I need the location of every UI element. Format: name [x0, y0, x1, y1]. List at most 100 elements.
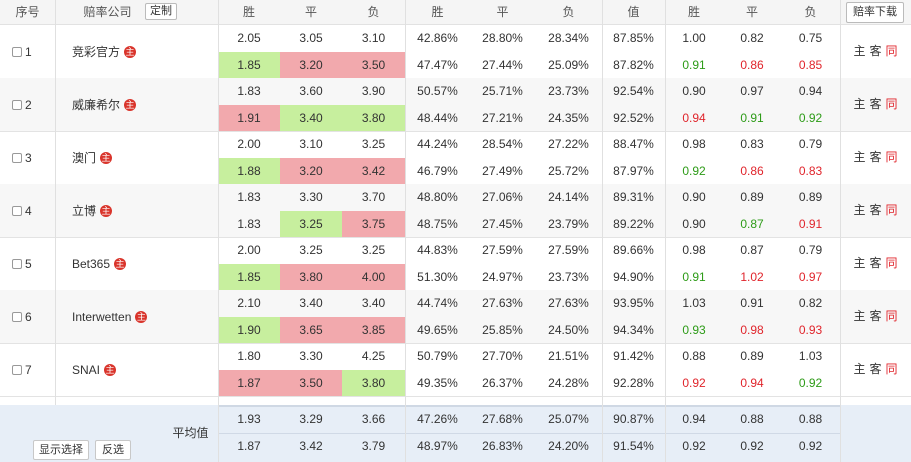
- away-link[interactable]: 客: [869, 44, 882, 58]
- row-checkbox[interactable]: [12, 205, 22, 216]
- probability-cell: 50.57%: [417, 84, 458, 98]
- current-odds-cell: 3.20: [280, 158, 342, 184]
- row-actions: 主客同: [840, 25, 911, 78]
- away-link[interactable]: 客: [869, 150, 882, 164]
- company-name[interactable]: 立博: [72, 204, 97, 218]
- away-link[interactable]: 客: [869, 203, 882, 217]
- row-actions: 主客同: [840, 237, 911, 290]
- kelly-cell: 0.85: [798, 58, 823, 72]
- same-link[interactable]: 同: [885, 309, 898, 323]
- company-name[interactable]: Interwetten: [72, 309, 132, 324]
- company-name[interactable]: 竞彩官方: [72, 45, 121, 59]
- average-probability-cell: 26.83%: [482, 439, 523, 453]
- home-link[interactable]: 主: [853, 309, 866, 323]
- average-top-divider: [218, 405, 840, 407]
- row-number: 2: [25, 97, 32, 112]
- away-link[interactable]: 客: [869, 362, 882, 376]
- home-link[interactable]: 主: [853, 150, 866, 164]
- download-odds-button[interactable]: 赔率下载: [846, 2, 904, 23]
- kelly-cell: 0.91: [798, 217, 823, 231]
- table-row: 2 威廉希尔主 1.83 3.60 3.90 50.57% 25.71% 23.73% 92.5…: [0, 78, 911, 132]
- same-link[interactable]: 同: [885, 256, 898, 270]
- kelly-cell: 1.02: [740, 270, 764, 284]
- row-checkbox[interactable]: [12, 99, 22, 110]
- same-link[interactable]: 同: [885, 203, 898, 217]
- return-rate-cell: 89.31%: [613, 190, 654, 204]
- kelly-cell: 0.98: [682, 137, 706, 151]
- probability-cell: 28.80%: [482, 31, 523, 45]
- company-name[interactable]: Bet365: [72, 256, 111, 271]
- kelly-cell: 0.91: [740, 296, 764, 310]
- header-company: 赔率公司: [83, 5, 132, 19]
- probability-cell: 48.44%: [417, 111, 458, 125]
- company-name[interactable]: SNAI: [72, 362, 101, 377]
- kelly-cell: 0.91: [740, 111, 764, 125]
- current-odds-cell: 3.20: [280, 52, 342, 78]
- kelly-cell: 0.89: [740, 349, 764, 363]
- company-cell: 立博主: [56, 184, 218, 237]
- average-kelly-cell: 0.94: [682, 412, 706, 426]
- initial-odds-cell: 1.83: [237, 84, 261, 98]
- grid-line: [405, 0, 406, 462]
- probability-cell: 27.21%: [482, 111, 523, 125]
- same-link[interactable]: 同: [885, 97, 898, 111]
- away-link[interactable]: 客: [869, 309, 882, 323]
- table-row: 5 Bet365 主 2.00 3.25 3.25 44.83% 27.59% 27.59% 89…: [0, 237, 911, 291]
- probability-cell: 24.35%: [548, 111, 589, 125]
- same-link[interactable]: 同: [885, 362, 898, 376]
- row-number: 6: [25, 309, 32, 324]
- grid-line: [665, 0, 666, 462]
- main-badge-icon: 主: [114, 257, 127, 270]
- current-odds-cell: 1.90: [218, 317, 280, 343]
- row-checkbox[interactable]: [12, 46, 22, 57]
- probability-cell: 49.35%: [417, 376, 458, 390]
- return-rate-cell: 89.66%: [613, 243, 654, 257]
- probability-cell: 27.63%: [482, 296, 523, 310]
- return-rate-cell: 94.34%: [613, 323, 654, 337]
- row-number: 7: [25, 362, 32, 377]
- home-link[interactable]: 主: [853, 97, 866, 111]
- header-draw: 平: [304, 5, 317, 19]
- probability-cell: 50.79%: [417, 349, 458, 363]
- header-kelly-lose: 负: [804, 5, 817, 19]
- average-divider: [218, 433, 840, 434]
- company-cell: 澳门主: [56, 131, 218, 184]
- return-rate-cell: 92.54%: [613, 84, 654, 98]
- probability-cell: 27.59%: [482, 243, 523, 257]
- row-checkbox[interactable]: [12, 311, 22, 322]
- away-link[interactable]: 客: [869, 256, 882, 270]
- row-checkbox[interactable]: [12, 364, 22, 375]
- table-row: 6 Interwetten 主 2.10 3.40 3.40 44.74% 27.63% 27.…: [0, 290, 911, 344]
- table-row: 3 澳门主 2.00 3.10 3.25 44.24% 28.54% 27.22% 88.47%…: [0, 131, 911, 185]
- current-odds-cell: 1.83: [237, 217, 261, 231]
- grid-line: [602, 0, 603, 462]
- row-number: 1: [25, 44, 32, 59]
- probability-cell: 23.73%: [548, 84, 589, 98]
- probability-cell: 28.34%: [548, 31, 589, 45]
- kelly-cell: 1.00: [682, 31, 706, 45]
- same-link[interactable]: 同: [885, 150, 898, 164]
- same-link[interactable]: 同: [885, 44, 898, 58]
- row-checkbox[interactable]: [12, 258, 22, 269]
- away-link[interactable]: 客: [869, 97, 882, 111]
- customize-button[interactable]: 定制: [145, 3, 177, 20]
- current-odds-cell: 3.80: [280, 264, 342, 290]
- initial-odds-cell: 3.10: [299, 137, 323, 151]
- home-link[interactable]: 主: [853, 44, 866, 58]
- probability-cell: 25.72%: [548, 164, 589, 178]
- current-odds-cell: 3.75: [342, 211, 405, 237]
- company-name[interactable]: 威廉希尔: [72, 98, 121, 112]
- row-checkbox[interactable]: [12, 152, 22, 163]
- current-odds-cell: 3.50: [280, 370, 342, 396]
- probability-cell: 46.79%: [417, 164, 458, 178]
- home-link[interactable]: 主: [853, 203, 866, 217]
- company-name[interactable]: 澳门: [72, 151, 97, 165]
- average-odds-cell: 3.29: [299, 412, 323, 426]
- kelly-cell: 0.98: [682, 243, 706, 257]
- row-actions: 主客同: [840, 131, 911, 184]
- company-cell: Bet365 主: [56, 237, 218, 290]
- home-link[interactable]: 主: [853, 256, 866, 270]
- home-link[interactable]: 主: [853, 362, 866, 376]
- show-selected-button[interactable]: 显示选择: [33, 440, 89, 460]
- invert-selection-button[interactable]: 反选: [95, 440, 131, 460]
